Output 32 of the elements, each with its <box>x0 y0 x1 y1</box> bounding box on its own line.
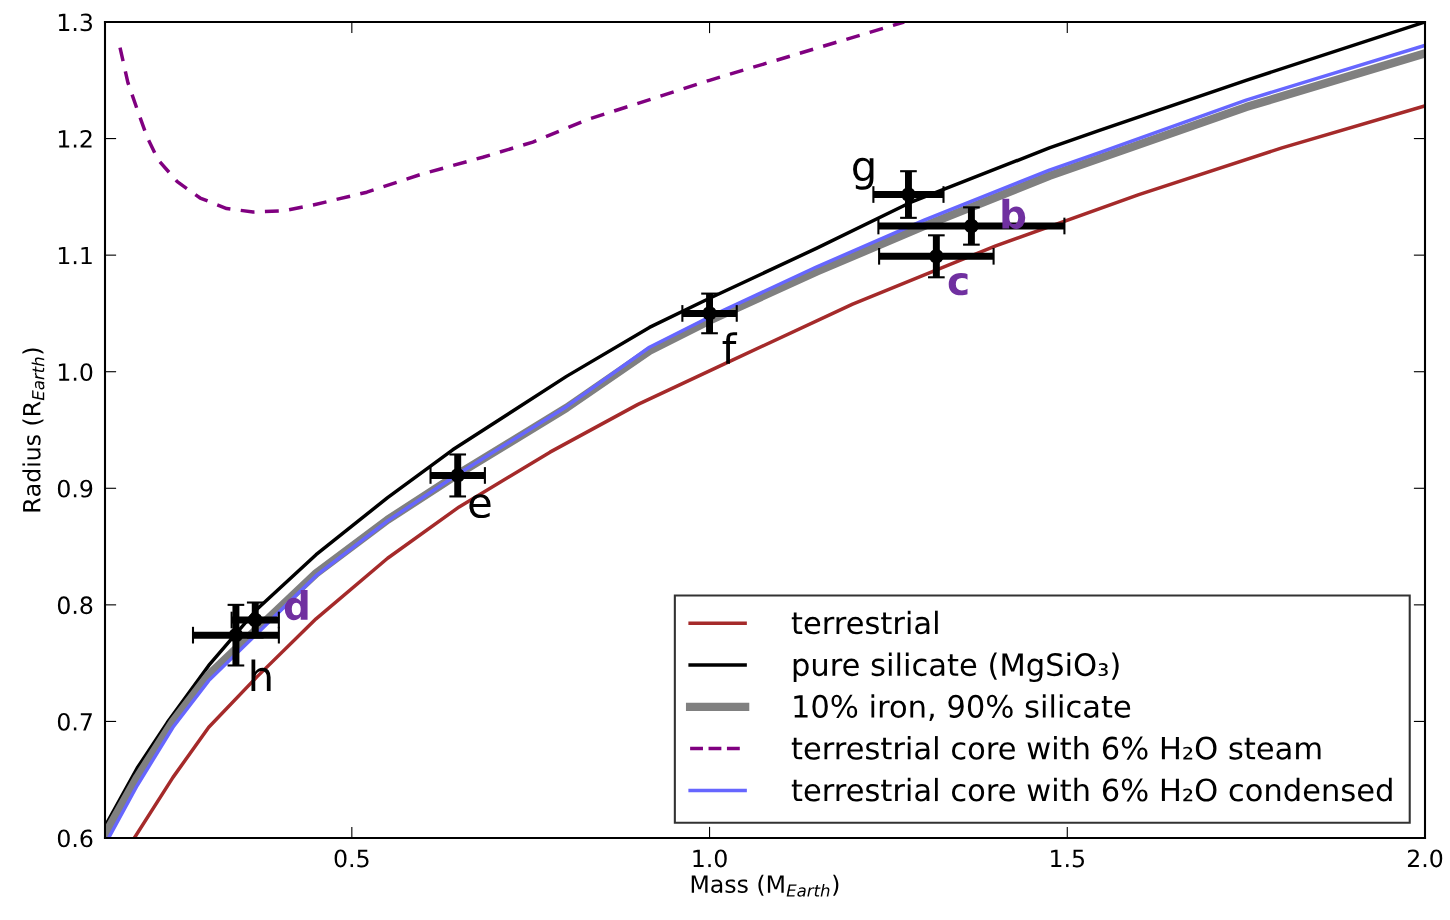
data-label: d <box>284 590 308 621</box>
data-label: f <box>722 332 738 364</box>
data-label: g <box>853 157 874 190</box>
y-axis-title: Radius (R$_{Earth}$) <box>22 348 45 512</box>
y-tick-label: 1.0 <box>58 363 93 382</box>
y-tick-label: 0.7 <box>57 712 92 731</box>
point <box>450 468 465 483</box>
point <box>247 612 263 628</box>
y-tick-label: 1.2 <box>58 130 92 148</box>
y-tick-label: 0.8 <box>57 596 93 615</box>
legend-label: terrestrial core with 6% H₂O steam <box>791 736 1321 760</box>
x-tick-label: 1.0 <box>693 849 727 868</box>
point <box>702 306 717 321</box>
data-label: e <box>469 494 491 519</box>
x-tick-label: 2.0 <box>1407 849 1443 868</box>
legend-label: terrestrial <box>791 610 938 635</box>
point <box>929 249 944 264</box>
point <box>964 218 979 234</box>
x-tick-label: 1.5 <box>1051 849 1084 868</box>
x-axis-title: Mass (M$_{Earth}$) <box>691 874 839 897</box>
y-tick-label: 1.1 <box>58 246 92 265</box>
legend-label: terrestrial core with 6% H₂O condensed <box>791 777 1392 802</box>
y-tick-label: 0.9 <box>57 479 93 498</box>
point <box>901 187 916 202</box>
y-tick-label: 1.3 <box>58 13 92 32</box>
data-label: c <box>948 273 968 296</box>
x-tick-label: 0.5 <box>334 849 369 868</box>
y-tick-label: 0.6 <box>57 829 93 848</box>
point <box>228 627 244 643</box>
line-series <box>118 22 906 214</box>
legend-label: 10% iron, 90% silicate <box>794 694 1131 722</box>
legend-label: pure silicate (MgSiO₃) <box>793 652 1119 683</box>
